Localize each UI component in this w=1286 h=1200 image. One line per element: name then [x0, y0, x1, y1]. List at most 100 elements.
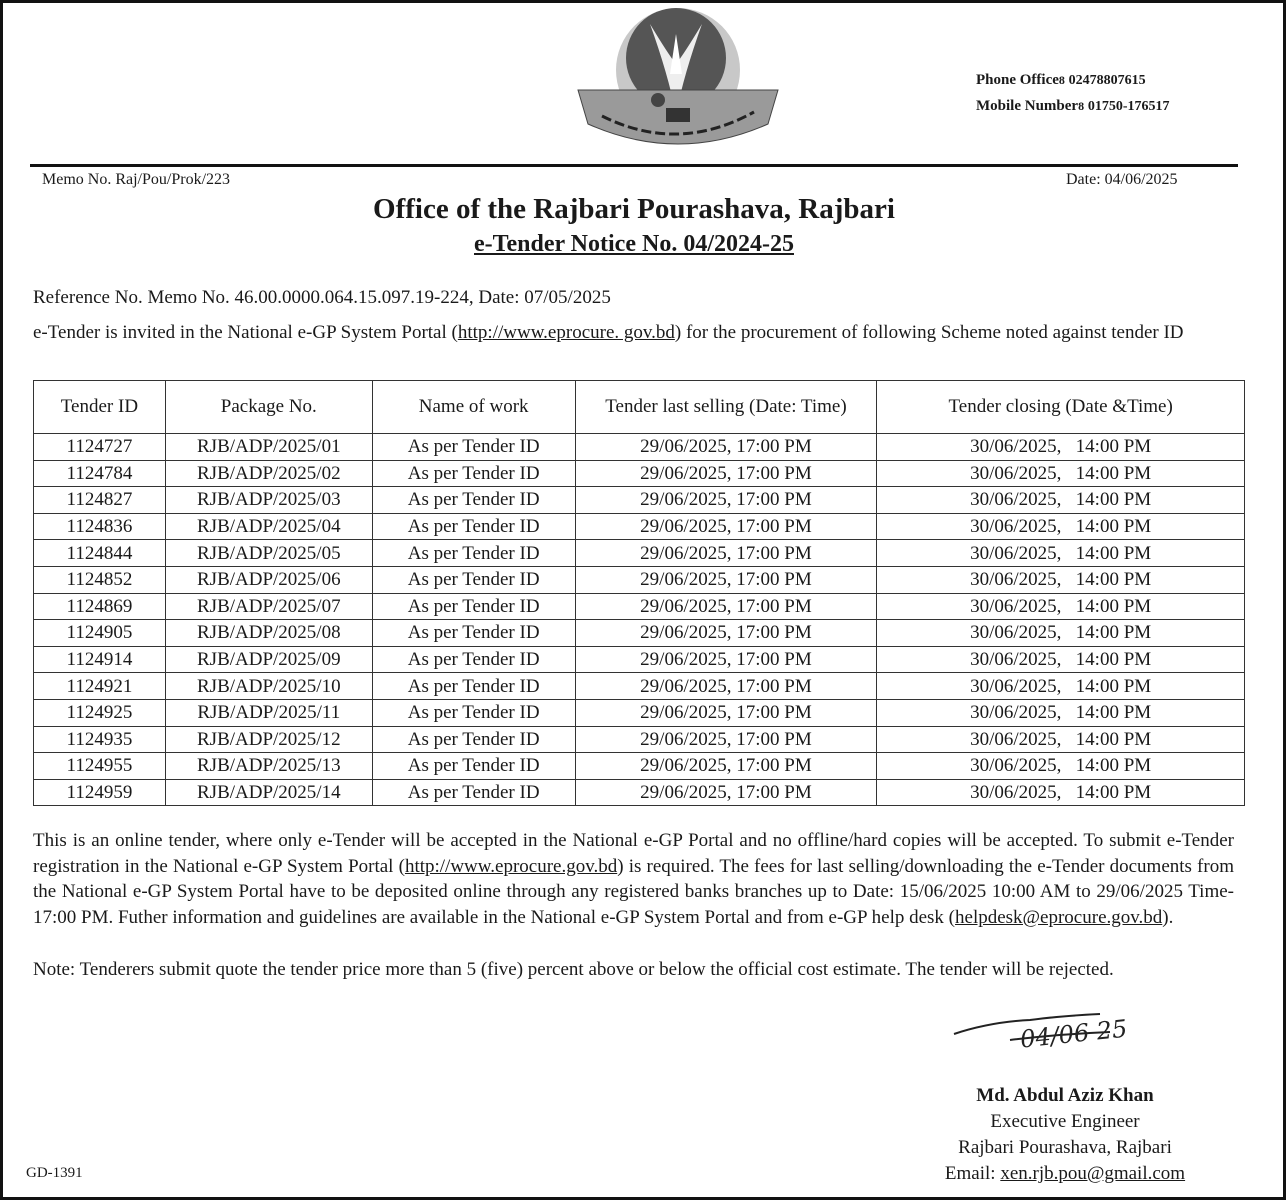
cell-name-of-work: As per Tender ID — [371, 752, 576, 780]
cell-name-of-work: As per Tender ID — [371, 672, 576, 700]
cell-tender-id: 1124921 — [33, 672, 166, 700]
cell-name-of-work: As per Tender ID — [371, 645, 576, 674]
cell-package-no: RJB/ADP/2025/09 — [164, 645, 373, 674]
cell-closing: 30/06/2025, 14:00 PM — [876, 698, 1245, 727]
table-row: 1124869 RJB/ADP/2025/07 As per Tender ID 29… — [33, 592, 1245, 621]
cell-package-no: RJB/ADP/2025/13 — [164, 752, 373, 780]
table-row: 1124959 RJB/ADP/2025/14 As per Tender ID 29… — [33, 778, 1245, 807]
cell-last-selling: 29/06/2025, 17:00 PM — [574, 459, 878, 488]
cell-last-selling: 29/06/2025, 17:00 PM — [574, 752, 878, 780]
mobile-value: 01750-176517 — [1087, 99, 1170, 114]
table-row: 1124905 RJB/ADP/2025/08 As per Tender ID 29… — [33, 619, 1245, 647]
cell-tender-id: 1124869 — [33, 592, 166, 621]
cell-closing: 30/06/2025, 14:00 PM — [876, 539, 1245, 567]
cell-tender-id: 1124836 — [33, 512, 166, 541]
cell-last-selling: 29/06/2025, 17:00 PM — [574, 619, 878, 647]
cell-name-of-work: As per Tender ID — [371, 698, 576, 727]
cell-package-no: RJB/ADP/2025/02 — [164, 459, 373, 488]
cell-last-selling: 29/06/2025, 17:00 PM — [574, 645, 878, 674]
email-link[interactable]: xen.rjb.pou@gmail.com — [1000, 1163, 1186, 1184]
cell-package-no: RJB/ADP/2025/03 — [164, 486, 373, 514]
cell-closing: 30/06/2025, 14:00 PM — [876, 512, 1245, 541]
cell-name-of-work: As per Tender ID — [371, 565, 576, 594]
cell-name-of-work: As per Tender ID — [371, 592, 576, 621]
rajbari-pourashava-logo — [577, 8, 779, 145]
cell-tender-id: 1124914 — [33, 645, 166, 674]
table-row: 1124935 RJB/ADP/2025/12 As per Tender ID 29… — [33, 725, 1245, 754]
notice-subtitle: e-Tender Notice No. 04/2024-25 — [474, 231, 794, 257]
cell-last-selling: 29/06/2025, 17:00 PM — [574, 512, 878, 541]
tender-table: Tender ID Package No. Name of work Tende… — [33, 380, 1245, 807]
cell-name-of-work: As per Tender ID — [371, 459, 576, 488]
cell-closing: 30/06/2025, 14:00 PM — [876, 619, 1245, 647]
mobile-number: Mobile Number8 01750-176517 — [976, 98, 1170, 115]
signatory-name: Md. Abdul Aziz Khan — [976, 1085, 1154, 1106]
cell-name-of-work: As per Tender ID — [371, 725, 576, 754]
table-row: 1124852 RJB/ADP/2025/06 As per Tender ID 29… — [33, 565, 1245, 594]
signature — [953, 1013, 1111, 1041]
cell-tender-id: 1124784 — [33, 459, 166, 488]
cell-closing: 30/06/2025, 14:00 PM — [876, 778, 1245, 807]
cell-tender-id: 1124925 — [33, 698, 166, 727]
phone-number: 02478807615 — [1068, 73, 1146, 88]
col-closing: Tender closing (Date &Time) — [876, 380, 1245, 434]
eprocure-link[interactable]: http://www.eprocure. gov.bd — [457, 322, 675, 343]
cell-last-selling: 29/06/2025, 17:00 PM — [574, 725, 878, 754]
header-rule — [30, 164, 1238, 167]
cell-closing: 30/06/2025, 14:00 PM — [876, 486, 1245, 514]
cell-name-of-work: As per Tender ID — [371, 512, 576, 541]
cell-package-no: RJB/ADP/2025/06 — [164, 565, 373, 594]
page-title: Office of the Rajbari Pourashava, Rajbar… — [373, 193, 895, 225]
cell-tender-id: 1124844 — [33, 539, 166, 567]
cell-name-of-work: As per Tender ID — [371, 486, 576, 514]
col-last-selling: Tender last selling (Date: Time) — [574, 380, 878, 434]
signatory-designation: Executive Engineer — [990, 1111, 1140, 1132]
cell-last-selling: 29/06/2025, 17:00 PM — [574, 433, 878, 461]
cell-package-no: RJB/ADP/2025/14 — [164, 778, 373, 807]
table-row: 1124836 RJB/ADP/2025/04 As per Tender ID 29… — [33, 512, 1245, 541]
cell-name-of-work: As per Tender ID — [371, 778, 576, 807]
cell-package-no: RJB/ADP/2025/11 — [164, 698, 373, 727]
table-row: 1124844 RJB/ADP/2025/05 As per Tender ID 29… — [33, 539, 1245, 567]
intro-after: ) for the procurement of following Schem… — [674, 322, 1184, 343]
phone-office: Phone Office8 02478807615 — [976, 72, 1146, 89]
cell-tender-id: 1124852 — [33, 565, 166, 594]
cell-last-selling: 29/06/2025, 17:00 PM — [574, 698, 878, 727]
table-row: 1124727 RJB/ADP/2025/01 As per Tender ID 29… — [33, 433, 1245, 461]
eprocure-link-2[interactable]: http://www.eprocure.gov.bd — [404, 855, 618, 877]
cell-closing: 30/06/2025, 14:00 PM — [876, 433, 1245, 461]
cell-package-no: RJB/ADP/2025/07 — [164, 592, 373, 621]
email-label: Email: — [944, 1163, 1001, 1184]
col-package-no: Package No. — [164, 380, 373, 434]
cell-closing: 30/06/2025, 14:00 PM — [876, 592, 1245, 621]
cell-closing: 30/06/2025, 14:00 PM — [876, 565, 1245, 594]
mobile-sep: 8 — [1078, 99, 1085, 113]
phone-label: Phone Office — [976, 72, 1059, 88]
body-paragraph: This is an online tender, where only e-T… — [33, 828, 1234, 930]
cell-last-selling: 29/06/2025, 17:00 PM — [574, 778, 878, 807]
cell-name-of-work: As per Tender ID — [371, 619, 576, 647]
table-row: 1124925 RJB/ADP/2025/11 As per Tender ID 29… — [33, 698, 1245, 727]
intro-text: e-Tender is invited in the National e-GP… — [33, 320, 1238, 345]
cell-tender-id: 1124955 — [33, 752, 166, 780]
helpdesk-email-link[interactable]: helpdesk@eprocure.gov.bd — [955, 906, 1163, 928]
col-name-of-work: Name of work — [371, 380, 576, 434]
table-row: 1124827 RJB/ADP/2025/03 As per Tender ID 29… — [33, 486, 1245, 514]
reference: Reference No. Memo No. 46.00.0000.064.15… — [33, 287, 611, 308]
signatory-email: Email: xen.rjb.pou@gmail.com — [900, 1162, 1230, 1187]
cell-package-no: RJB/ADP/2025/12 — [164, 725, 373, 754]
memo-number: Memo No. Raj/Pou/Prok/223 — [42, 171, 231, 188]
table-row: 1124914 RJB/ADP/2025/09 As per Tender ID 29… — [33, 645, 1245, 674]
cell-last-selling: 29/06/2025, 17:00 PM — [574, 592, 878, 621]
signatory-office: Rajbari Pourashava, Rajbari — [958, 1137, 1172, 1158]
cell-tender-id: 1124959 — [33, 778, 166, 807]
cell-package-no: RJB/ADP/2025/04 — [164, 512, 373, 541]
body-text-2: ) is required. The fees for last selling… — [33, 855, 1234, 928]
cell-last-selling: 29/06/2025, 17:00 PM — [574, 672, 878, 700]
table-row: 1124784 RJB/ADP/2025/02 As per Tender ID 29… — [33, 459, 1245, 488]
notice-date: Date: 04/06/2025 — [1066, 171, 1178, 188]
cell-package-no: RJB/ADP/2025/10 — [164, 672, 373, 700]
footer-code: GD-1391 — [26, 1165, 83, 1181]
cell-tender-id: 1124905 — [33, 619, 166, 647]
body-text-1: This is an online tender, where only e-T… — [33, 830, 1234, 877]
